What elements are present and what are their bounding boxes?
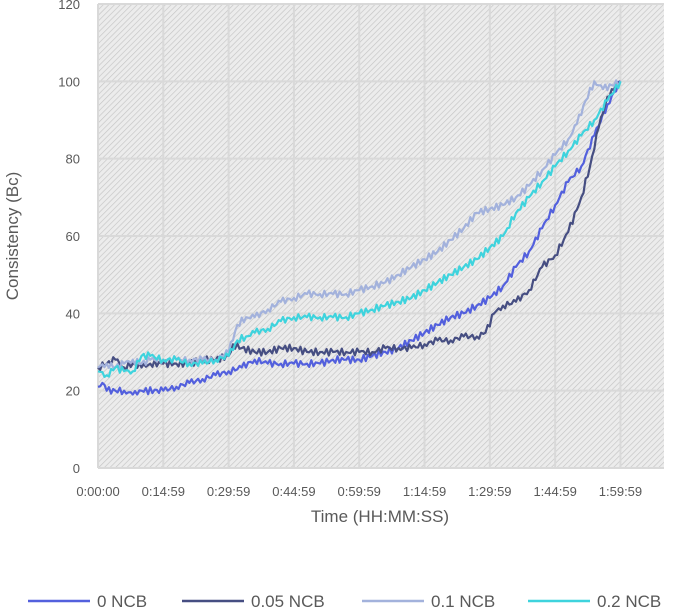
legend-label: 0.05 NCB <box>251 592 325 610</box>
gridlines <box>97 3 664 469</box>
y-tick-label: 80 <box>66 152 80 167</box>
x-axis-title: Time (HH:MM:SS) <box>311 507 449 526</box>
y-axis-title: Consistency (Bc) <box>3 172 22 300</box>
y-tick-label: 120 <box>58 0 80 12</box>
legend-label: 0 NCB <box>97 592 147 610</box>
y-tick-label: 100 <box>58 74 80 89</box>
x-tick-label: 0:29:59 <box>207 484 250 499</box>
x-tick-label: 1:44:59 <box>533 484 576 499</box>
series-line <box>97 80 622 378</box>
x-tick-label: 0:44:59 <box>272 484 315 499</box>
legend-label: 0.2 NCB <box>597 592 661 610</box>
x-axis-ticks: 0:00:00 0:14:59 0:29:59 0:44:59 0:59:59 1:14:… <box>76 484 642 499</box>
y-tick-label: 40 <box>66 306 80 321</box>
series-lines <box>97 79 622 396</box>
x-tick-label: 1:59:59 <box>599 484 642 499</box>
y-tick-label: 0 <box>73 461 80 476</box>
x-tick-label: 0:00:00 <box>76 484 119 499</box>
legend-label: 0.1 NCB <box>431 592 495 610</box>
x-tick-label: 0:14:59 <box>142 484 185 499</box>
x-tick-label: 1:14:59 <box>403 484 446 499</box>
y-axis-ticks: 0 20 40 60 80 100 120 <box>58 0 80 476</box>
x-tick-label: 1:29:59 <box>468 484 511 499</box>
series-line <box>97 80 621 396</box>
series-line <box>97 79 622 370</box>
legend: 0 NCB 0.05 NCB 0.1 NCB 0.2 NCB <box>28 592 661 610</box>
y-tick-label: 20 <box>66 384 80 399</box>
x-tick-label: 0:59:59 <box>338 484 381 499</box>
y-tick-label: 60 <box>66 229 80 244</box>
